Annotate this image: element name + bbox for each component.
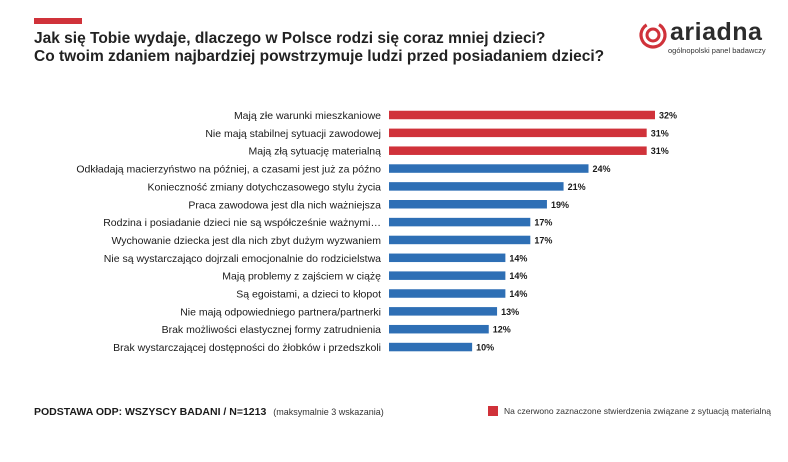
legend-swatch (488, 406, 498, 416)
bar (389, 307, 498, 316)
sample-base-label: PODSTAWA ODP: WSZYSCY BADANI / N=1213 (34, 406, 267, 418)
value-label: 14% (509, 271, 527, 281)
bar (389, 182, 564, 191)
legend-label: Na czerwono zaznaczone stwierdzenia zwią… (504, 406, 771, 416)
bar (389, 271, 506, 280)
category-label: Nie mają stabilnej sytuacji zawodowej (205, 128, 381, 140)
category-label: Nie mają odpowiedniego partnera/partnerk… (180, 306, 381, 318)
bar (389, 289, 506, 298)
bar (389, 253, 506, 263)
footer-base: PODSTAWA ODP: WSZYSCY BADANI / N=1213 (m… (34, 406, 384, 418)
value-label: 24% (593, 164, 611, 174)
value-label: 14% (509, 253, 527, 263)
bar (389, 164, 589, 173)
title-line-2: Co twoim zdaniem najbardziej powstrzymuj… (34, 48, 605, 65)
category-label: Mają problemy z zajściem w ciążę (222, 271, 381, 283)
legend: Na czerwono zaznaczone stwierdzenia zwią… (488, 406, 771, 416)
bar (389, 200, 547, 209)
value-label: 32% (659, 111, 677, 121)
value-label: 31% (651, 146, 669, 156)
ariadna-logo-icon (639, 21, 667, 49)
category-label: Brak możliwości elastycznej formy zatrud… (162, 324, 382, 336)
title-line-1: Jak się Tobie wydaje, dlaczego w Polsce … (34, 30, 546, 47)
value-label: 21% (568, 182, 586, 192)
bar (389, 110, 655, 120)
title-accent-bar (34, 18, 82, 24)
value-label: 12% (493, 325, 511, 335)
category-label: Wychowanie dziecka jest dla nich zbyt du… (111, 235, 381, 247)
answers-note: (maksymalnie 3 wskazania) (273, 407, 384, 417)
category-label: Nie są wystarczająco dojrzali emocjonaln… (104, 253, 381, 265)
chart-title: Jak się Tobie wydaje, dlaczego w Polsce … (34, 30, 634, 66)
category-label: Rodzina i posiadanie dzieci nie są współ… (103, 217, 381, 229)
bar (389, 324, 489, 334)
value-label: 14% (509, 289, 527, 299)
category-label: Mają złą sytuację materialną (249, 146, 382, 158)
brand-logo: ariadna ogólnopolski panel badawczy (638, 16, 768, 60)
category-label: Mają złe warunki mieszkaniowe (234, 110, 381, 122)
value-label: 17% (534, 218, 552, 228)
logo-wordmark: ariadna (670, 18, 763, 46)
category-label: Praca zawodowa jest dla nich ważniejsza (188, 199, 381, 211)
bar (389, 146, 647, 155)
value-label: 13% (501, 307, 519, 317)
logo-tagline: ogólnopolski panel badawczy (668, 46, 766, 55)
bar (389, 128, 647, 138)
value-label: 17% (534, 235, 552, 245)
category-label: Odkładają macierzyństwo na później, a cz… (76, 164, 381, 176)
bar (389, 342, 473, 352)
category-label: Konieczność zmiany dotychczasowego stylu… (148, 181, 382, 193)
value-label: 10% (476, 343, 494, 353)
category-label: Brak wystarczającej dostępności do żłobk… (113, 342, 381, 354)
value-label: 31% (651, 128, 669, 138)
category-label: Są egoistami, a dzieci to kłopot (236, 289, 381, 301)
value-label: 19% (551, 200, 569, 210)
bar (389, 235, 531, 245)
bar (389, 217, 531, 227)
